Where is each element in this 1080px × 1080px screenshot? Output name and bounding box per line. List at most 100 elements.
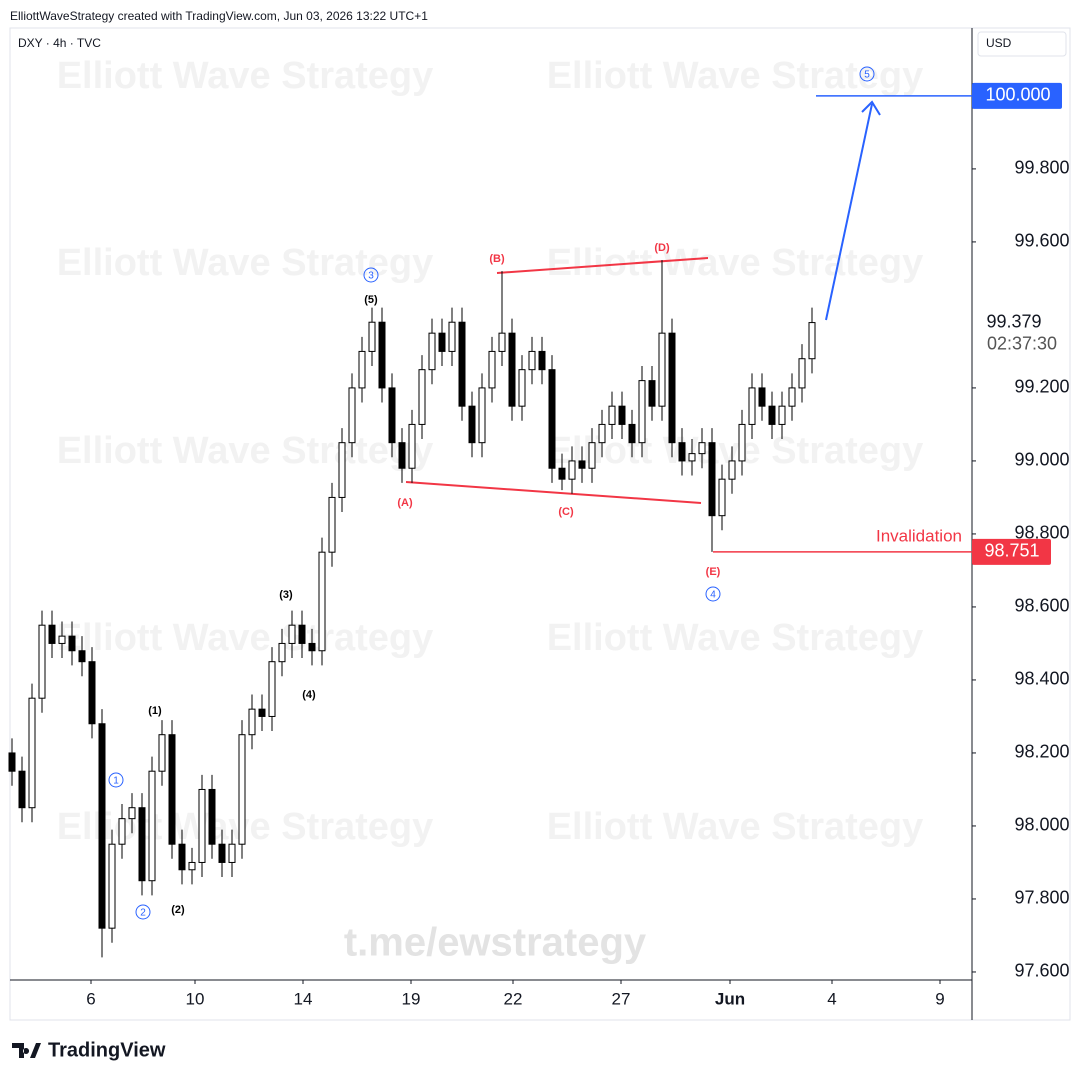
wave-label: 1 [113, 776, 119, 787]
invalidation-text: Invalidation [876, 526, 962, 545]
watermark: Elliott Wave Strategy [547, 242, 924, 284]
candle-body [18, 770, 26, 809]
candle-body [418, 369, 426, 425]
x-tick-label: 4 [827, 989, 836, 1008]
y-tick-label: 98.200 [1014, 742, 1069, 762]
candle-body [358, 350, 366, 389]
candle-body [778, 405, 786, 425]
wave-label: (E) [706, 566, 721, 578]
candle-body [538, 350, 546, 371]
watermark-link: t.me/ewstrategy [344, 921, 647, 965]
wave-label: (3) [279, 589, 293, 601]
candle-body [8, 752, 16, 772]
candle-body [328, 496, 336, 553]
logo-mark [12, 1043, 41, 1058]
wave-label: (5) [364, 294, 378, 306]
y-tick-label: 99.800 [1014, 158, 1069, 178]
logo-text: TradingView [48, 1039, 166, 1061]
candle-body [448, 321, 456, 352]
watermark: Elliott Wave Strategy [57, 55, 434, 97]
candle-body [758, 387, 766, 407]
wave-circle [108, 772, 124, 788]
watermark: Elliott Wave Strategy [547, 617, 924, 659]
candle-body [208, 788, 216, 845]
y-tick-label: 99.000 [1014, 450, 1069, 470]
candle-body [48, 624, 56, 644]
candle-body [348, 387, 356, 444]
candle-body [68, 635, 76, 652]
wave-label: (B) [489, 253, 505, 265]
candle-body [298, 624, 306, 644]
candle-body [518, 369, 526, 407]
candle-body [788, 387, 796, 407]
candle-body [608, 405, 616, 425]
candle-body [748, 387, 756, 425]
watermark: Elliott Wave Strategy [547, 806, 924, 848]
arrow-head [861, 100, 881, 116]
candle-body [648, 380, 656, 407]
wave-circle [705, 586, 721, 602]
y-tick-label: 99.600 [1014, 231, 1069, 251]
candle-body [158, 734, 166, 772]
candle-body [428, 332, 436, 371]
frame [9, 27, 1071, 1021]
candle-body [508, 332, 516, 407]
candle-body [248, 708, 256, 736]
x-tick-label: 27 [612, 989, 631, 1008]
x-tick-label: 22 [504, 989, 523, 1008]
candle-body [808, 322, 816, 360]
wave-label: (A) [397, 497, 413, 509]
candle-body [108, 843, 116, 929]
candle-body [498, 332, 506, 352]
y-tick-label: 98.400 [1014, 669, 1069, 689]
candle-body [678, 442, 686, 462]
candle-body [268, 661, 276, 717]
candle-body [438, 332, 446, 352]
watermark: Elliott Wave Strategy [57, 242, 434, 284]
currency-box[interactable] [977, 31, 1067, 57]
wave-circle [135, 904, 151, 920]
projection-arrow [825, 103, 873, 321]
last-price-box [974, 310, 1068, 357]
candle-body [78, 650, 86, 663]
plot: Invalidation 3 (5) 1 2 (1) (2) (3) (4) (A) (B) (C) (… [8, 66, 972, 958]
triangle-upper-line [496, 257, 709, 274]
candle-body [548, 369, 556, 469]
triangle-lower-line [405, 481, 702, 504]
currency[interactable]: USD [986, 36, 1012, 50]
x-tick-label: 6 [86, 989, 95, 1008]
wave-label: (4) [302, 689, 316, 701]
candle-body [178, 843, 186, 871]
candle-body [278, 642, 286, 663]
candle-body [28, 697, 36, 809]
candle-body [478, 387, 486, 444]
wave-label: (D) [654, 242, 670, 254]
candle-body [568, 460, 576, 480]
candle-body [118, 818, 126, 845]
invalidation-price-box [972, 538, 1051, 565]
watermarks: Elliott Wave Strategy Elliott Wave Strate… [57, 55, 924, 965]
candle-body [628, 423, 636, 444]
candle-body [188, 861, 196, 871]
watermark: Elliott Wave Strategy [57, 430, 434, 472]
watermark: Elliott Wave Strategy [57, 617, 434, 659]
candle-body [488, 350, 496, 389]
y-tick-label: 99.200 [1014, 377, 1069, 397]
candle-body [58, 635, 66, 644]
y-tick-label: 98.600 [1014, 596, 1069, 616]
candle-body [558, 467, 566, 480]
wave-label: (1) [148, 705, 162, 717]
candle-body [88, 661, 96, 725]
candle-body [218, 843, 226, 863]
candle-body [38, 624, 46, 699]
candle-body [408, 423, 416, 469]
wave-label: (C) [558, 506, 574, 518]
y-tick-label: 98.000 [1014, 815, 1069, 835]
candle-body [308, 642, 316, 652]
y-tick-label: 97.600 [1014, 961, 1069, 981]
x-tick-label: 9 [935, 989, 944, 1008]
candle-body [318, 551, 326, 652]
candle-body [528, 350, 536, 371]
last-price: 99.379 [986, 311, 1041, 331]
